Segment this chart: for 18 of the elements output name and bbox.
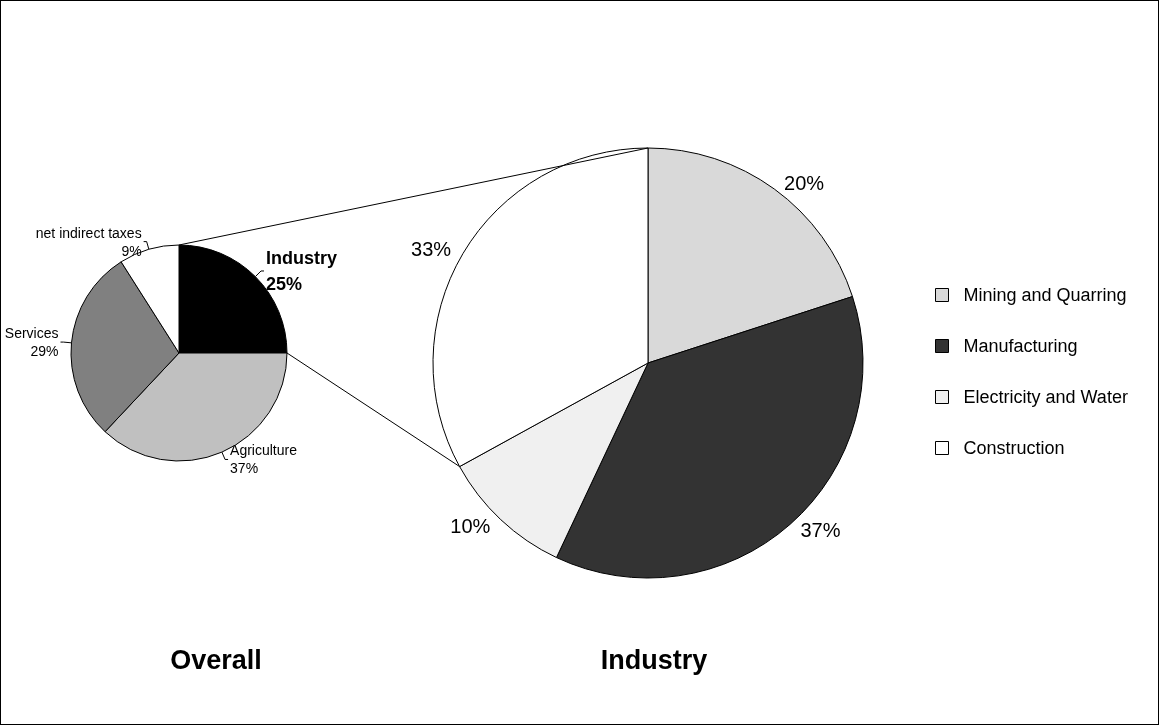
slice-label: Industry	[266, 247, 338, 268]
data-label: 10%	[450, 514, 491, 537]
data-label: 25%	[266, 273, 303, 294]
text: Industry	[600, 644, 708, 675]
text: Overall	[170, 644, 262, 675]
legend-label: Electricity and Water	[963, 387, 1128, 407]
legend-label: Manufacturing	[963, 336, 1078, 356]
legend-label: Construction	[963, 438, 1065, 458]
data-label: 9%	[121, 242, 142, 259]
slice-label: Agriculture	[230, 442, 298, 459]
data-label: 37%	[230, 460, 259, 477]
slice-label: Services	[4, 325, 59, 342]
data-label: 29%	[30, 343, 59, 360]
slice-label: net indirect taxes	[35, 224, 142, 241]
data-label: 37%	[800, 519, 841, 542]
data-label: 33%	[411, 238, 452, 261]
data-label: 20%	[784, 171, 825, 194]
legend-label: Mining and Quarring	[963, 285, 1127, 305]
